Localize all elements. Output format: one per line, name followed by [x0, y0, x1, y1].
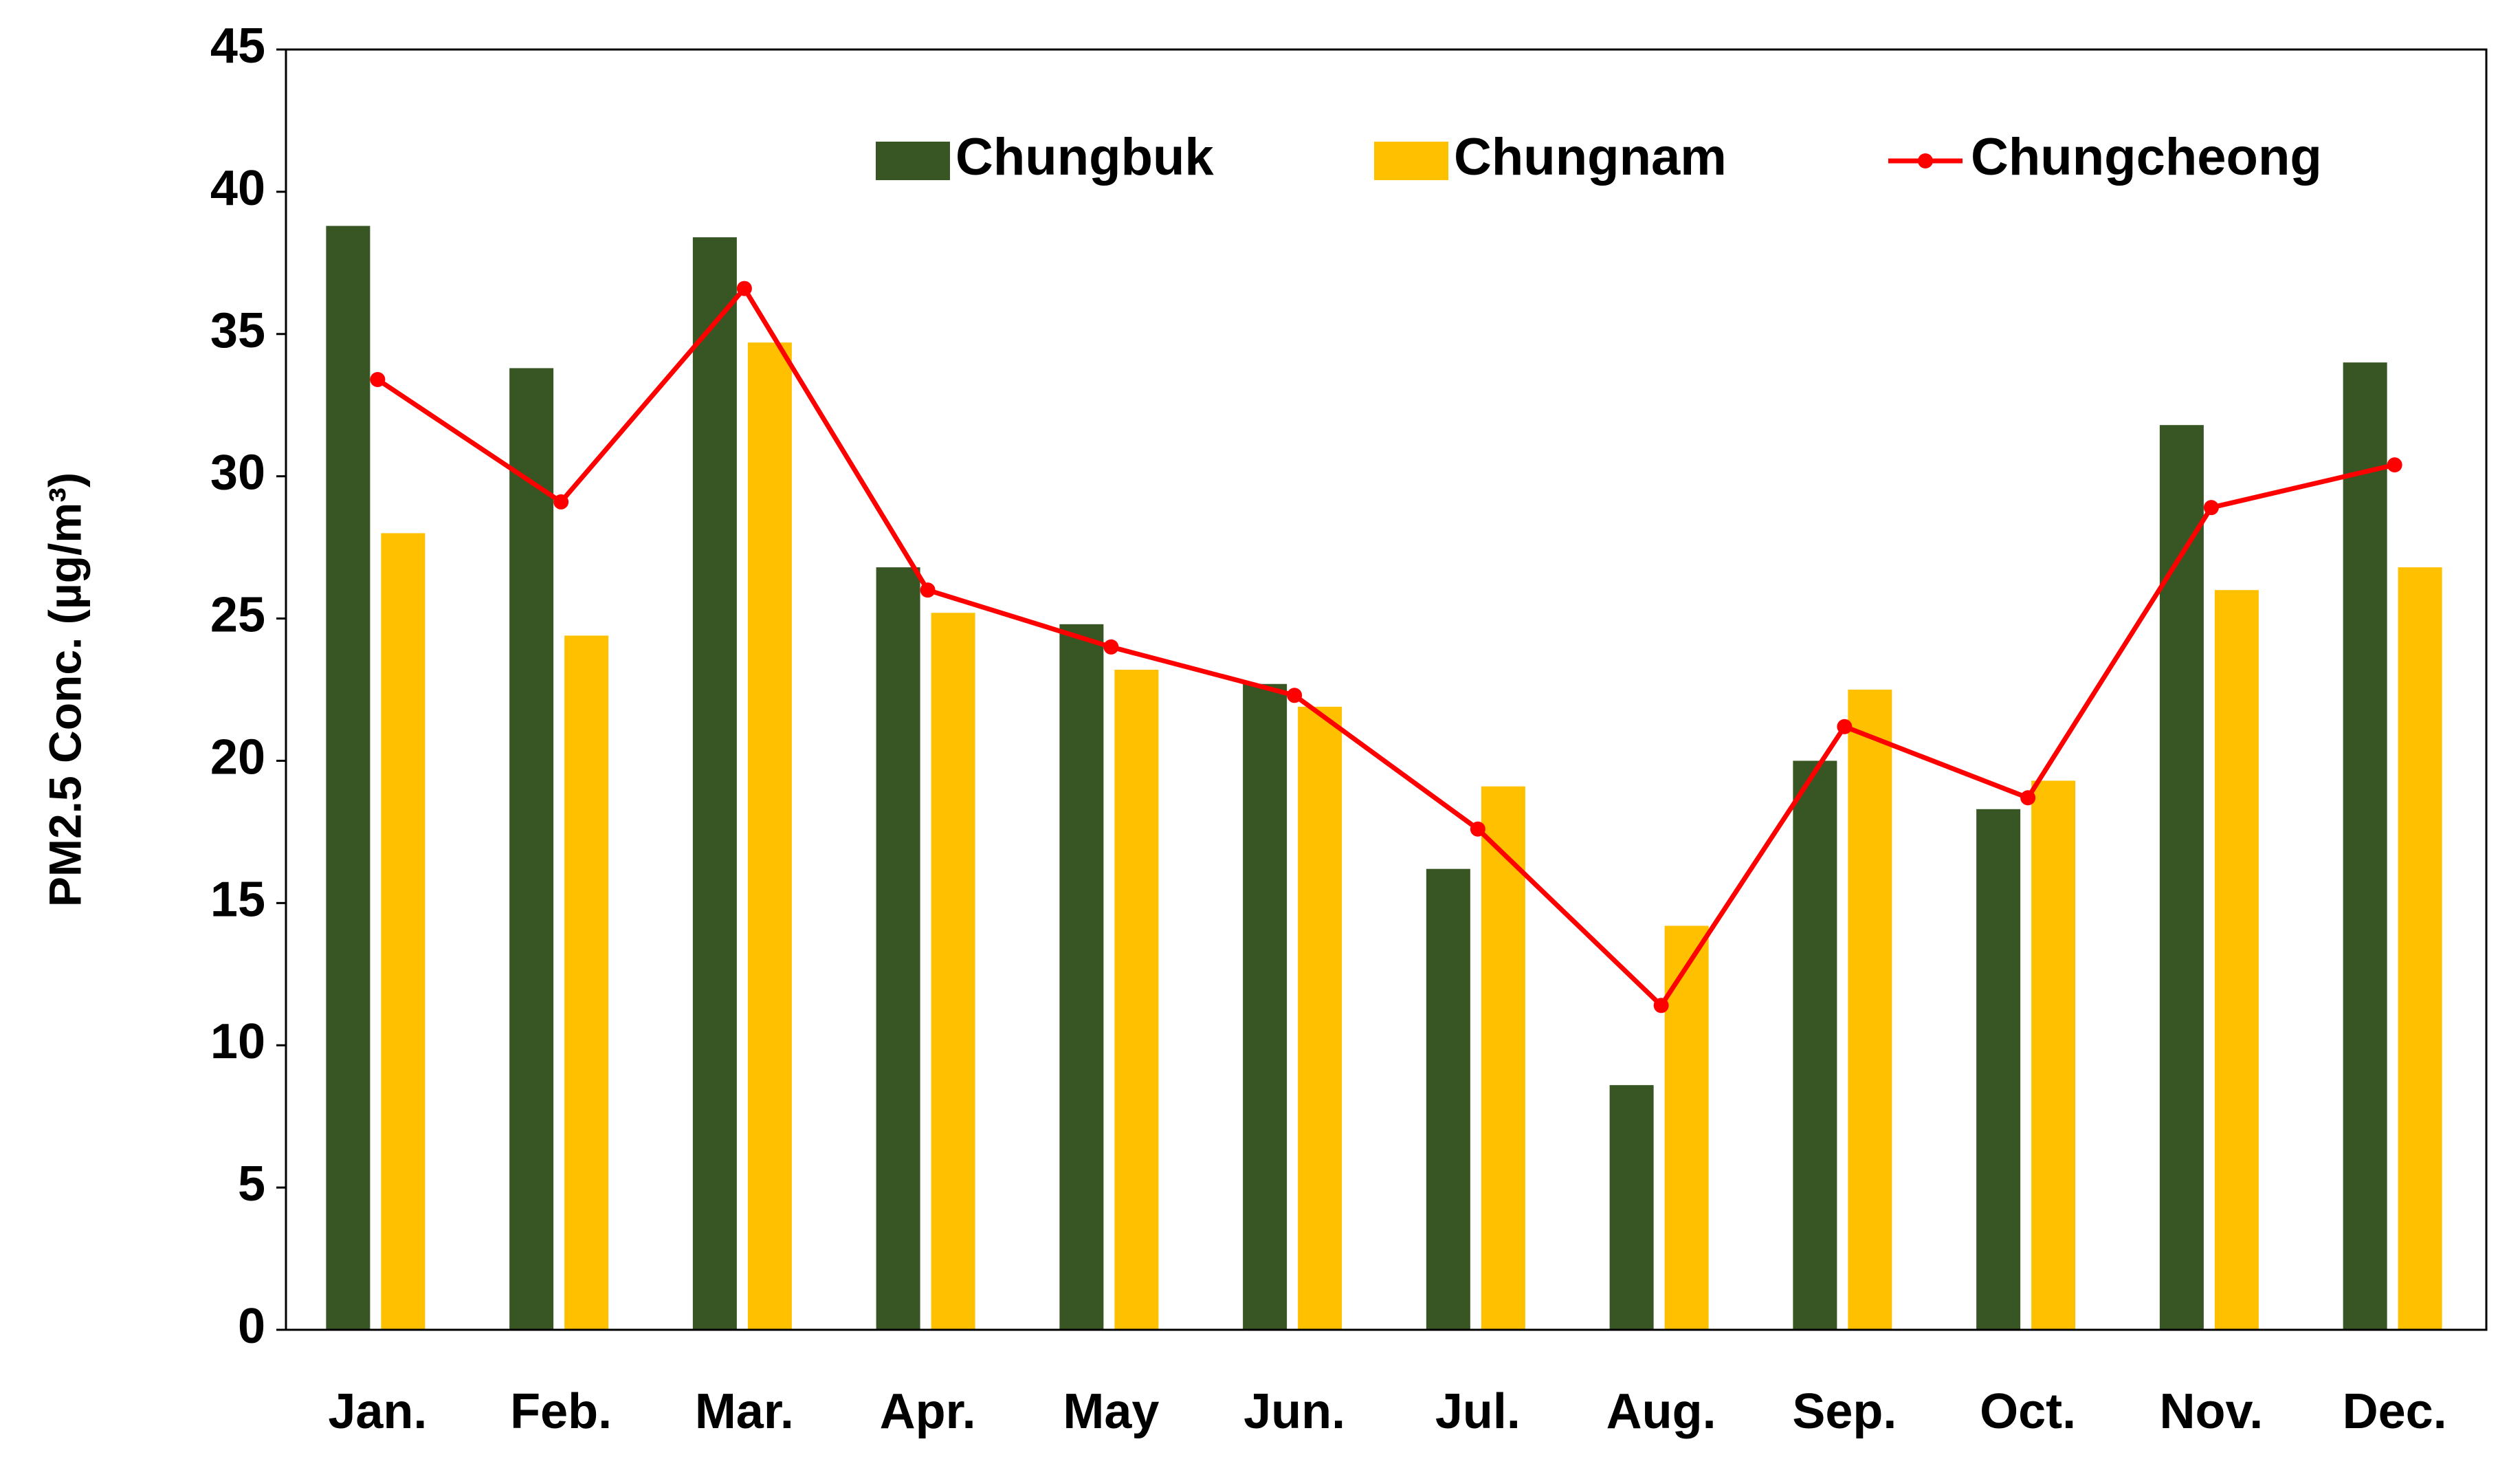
line-marker [1837, 719, 1853, 734]
y-axis-label: PM2.5 Conc. (µg/m³) [39, 472, 90, 907]
x-tick-label: Aug. [1606, 1384, 1716, 1439]
x-tick-label: Sep. [1792, 1384, 1897, 1439]
x-tick-label: Feb. [510, 1384, 612, 1439]
bar [692, 237, 737, 1330]
x-tick-label: Mar. [695, 1384, 794, 1439]
y-tick-label: 40 [210, 161, 265, 216]
legend-label: Chungcheong [1971, 128, 2322, 186]
x-tick-label: Nov. [2160, 1384, 2264, 1439]
y-tick-label: 15 [210, 872, 265, 927]
line [376, 286, 2396, 1008]
y-tick-label: 45 [210, 19, 265, 74]
bar [1243, 683, 1287, 1330]
x-tick-label: Jan. [328, 1384, 427, 1439]
x-tick-label: May [1063, 1384, 1159, 1439]
x-tick-label: Jul. [1435, 1384, 1521, 1439]
legend-swatch [876, 142, 950, 180]
y-tick-label: 0 [238, 1299, 265, 1354]
bar [2159, 425, 2204, 1330]
plot-frame [285, 48, 2488, 1331]
bar [747, 342, 792, 1330]
legend-label: Chungnam [1454, 128, 1727, 186]
x-tick-label: Jun. [1244, 1384, 1345, 1439]
bar [2031, 780, 2076, 1330]
bar [326, 226, 371, 1330]
y-tick-label: 35 [210, 303, 265, 358]
line-marker [1470, 821, 1485, 837]
bar [509, 368, 554, 1330]
legend-label: Chungbuk [955, 128, 1214, 186]
line-marker [1287, 688, 1303, 703]
line-marker [736, 281, 752, 296]
x-tick-label: Dec. [2343, 1384, 2447, 1439]
y-tick-label: 20 [210, 730, 265, 785]
y-tick-label: 25 [210, 588, 265, 643]
bar [2343, 362, 2387, 1330]
bar [2214, 590, 2259, 1330]
line-marker [1103, 639, 1119, 655]
x-tick-label: Apr. [880, 1384, 976, 1439]
line-marker [2387, 457, 2402, 473]
bar [1059, 624, 1104, 1330]
line-marker [2203, 500, 2219, 516]
line-marker [553, 494, 569, 510]
bar [1976, 809, 2021, 1330]
bar [1793, 760, 1837, 1330]
y-tick-label: 30 [210, 446, 265, 501]
line-marker [1653, 998, 1669, 1014]
line-marker [370, 371, 386, 387]
bar [1298, 706, 1342, 1330]
bar [1481, 786, 1525, 1330]
bar [1848, 690, 1892, 1330]
bar [1426, 868, 1470, 1330]
bar [2398, 567, 2442, 1330]
x-tick-label: Oct. [1980, 1384, 2076, 1439]
bar [876, 567, 920, 1330]
bar [1114, 670, 1159, 1330]
line-marker [920, 582, 936, 598]
bar [564, 635, 609, 1330]
bar [381, 533, 425, 1330]
y-tick-label: 5 [238, 1157, 265, 1212]
line-marker [2020, 790, 2036, 806]
legend-swatch [1374, 142, 1448, 180]
bar [1609, 1085, 1654, 1330]
y-tick-label: 10 [210, 1014, 265, 1069]
bar [931, 613, 975, 1330]
legend-swatch [1918, 153, 1933, 168]
